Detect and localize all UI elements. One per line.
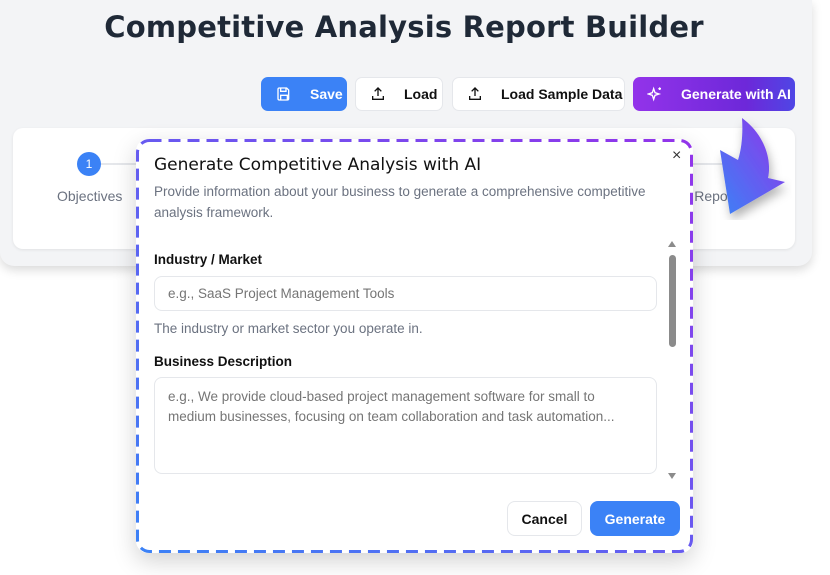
industry-label: Industry / Market bbox=[154, 252, 263, 267]
load-sample-data-button[interactable]: Load Sample Data bbox=[452, 77, 625, 111]
dialog-title: Generate Competitive Analysis with AI bbox=[154, 155, 482, 175]
upload-icon bbox=[469, 87, 481, 100]
save-icon bbox=[277, 87, 290, 101]
scroll-up-icon[interactable] bbox=[668, 241, 676, 247]
step-1-indicator[interactable]: 1 bbox=[77, 152, 101, 176]
scrollbar-thumb[interactable] bbox=[669, 255, 676, 347]
generate-button[interactable]: Generate bbox=[590, 501, 680, 536]
load-button[interactable]: Load bbox=[355, 77, 443, 111]
load-label: Load bbox=[404, 86, 438, 102]
scroll-down-icon[interactable] bbox=[668, 473, 676, 479]
save-label: Save bbox=[310, 86, 343, 102]
generate-ai-dialog: Generate Competitive Analysis with AI × … bbox=[136, 139, 693, 553]
load-sample-label: Load Sample Data bbox=[501, 86, 623, 102]
dialog-dashed-border bbox=[136, 139, 693, 553]
upload-icon bbox=[372, 87, 384, 100]
dialog-description: Provide information about your business … bbox=[154, 184, 646, 220]
generate-with-ai-button[interactable]: Generate with AI bbox=[633, 77, 795, 111]
page-title: Competitive Analysis Report Builder bbox=[104, 10, 704, 44]
business-description-textarea[interactable] bbox=[154, 377, 657, 474]
industry-input[interactable] bbox=[154, 276, 657, 311]
save-button[interactable]: Save bbox=[261, 77, 347, 111]
step-objectives[interactable]: Objectives bbox=[57, 188, 123, 204]
pointer-arrow-icon bbox=[720, 118, 785, 214]
cancel-button[interactable]: Cancel bbox=[507, 501, 582, 536]
close-icon[interactable]: × bbox=[672, 147, 682, 164]
sparkles-icon bbox=[647, 86, 662, 102]
scrollbar[interactable] bbox=[666, 241, 678, 481]
business-description-label: Business Description bbox=[154, 354, 293, 369]
generate-ai-label: Generate with AI bbox=[681, 86, 791, 102]
industry-help-text: The industry or market sector you operat… bbox=[154, 321, 423, 336]
